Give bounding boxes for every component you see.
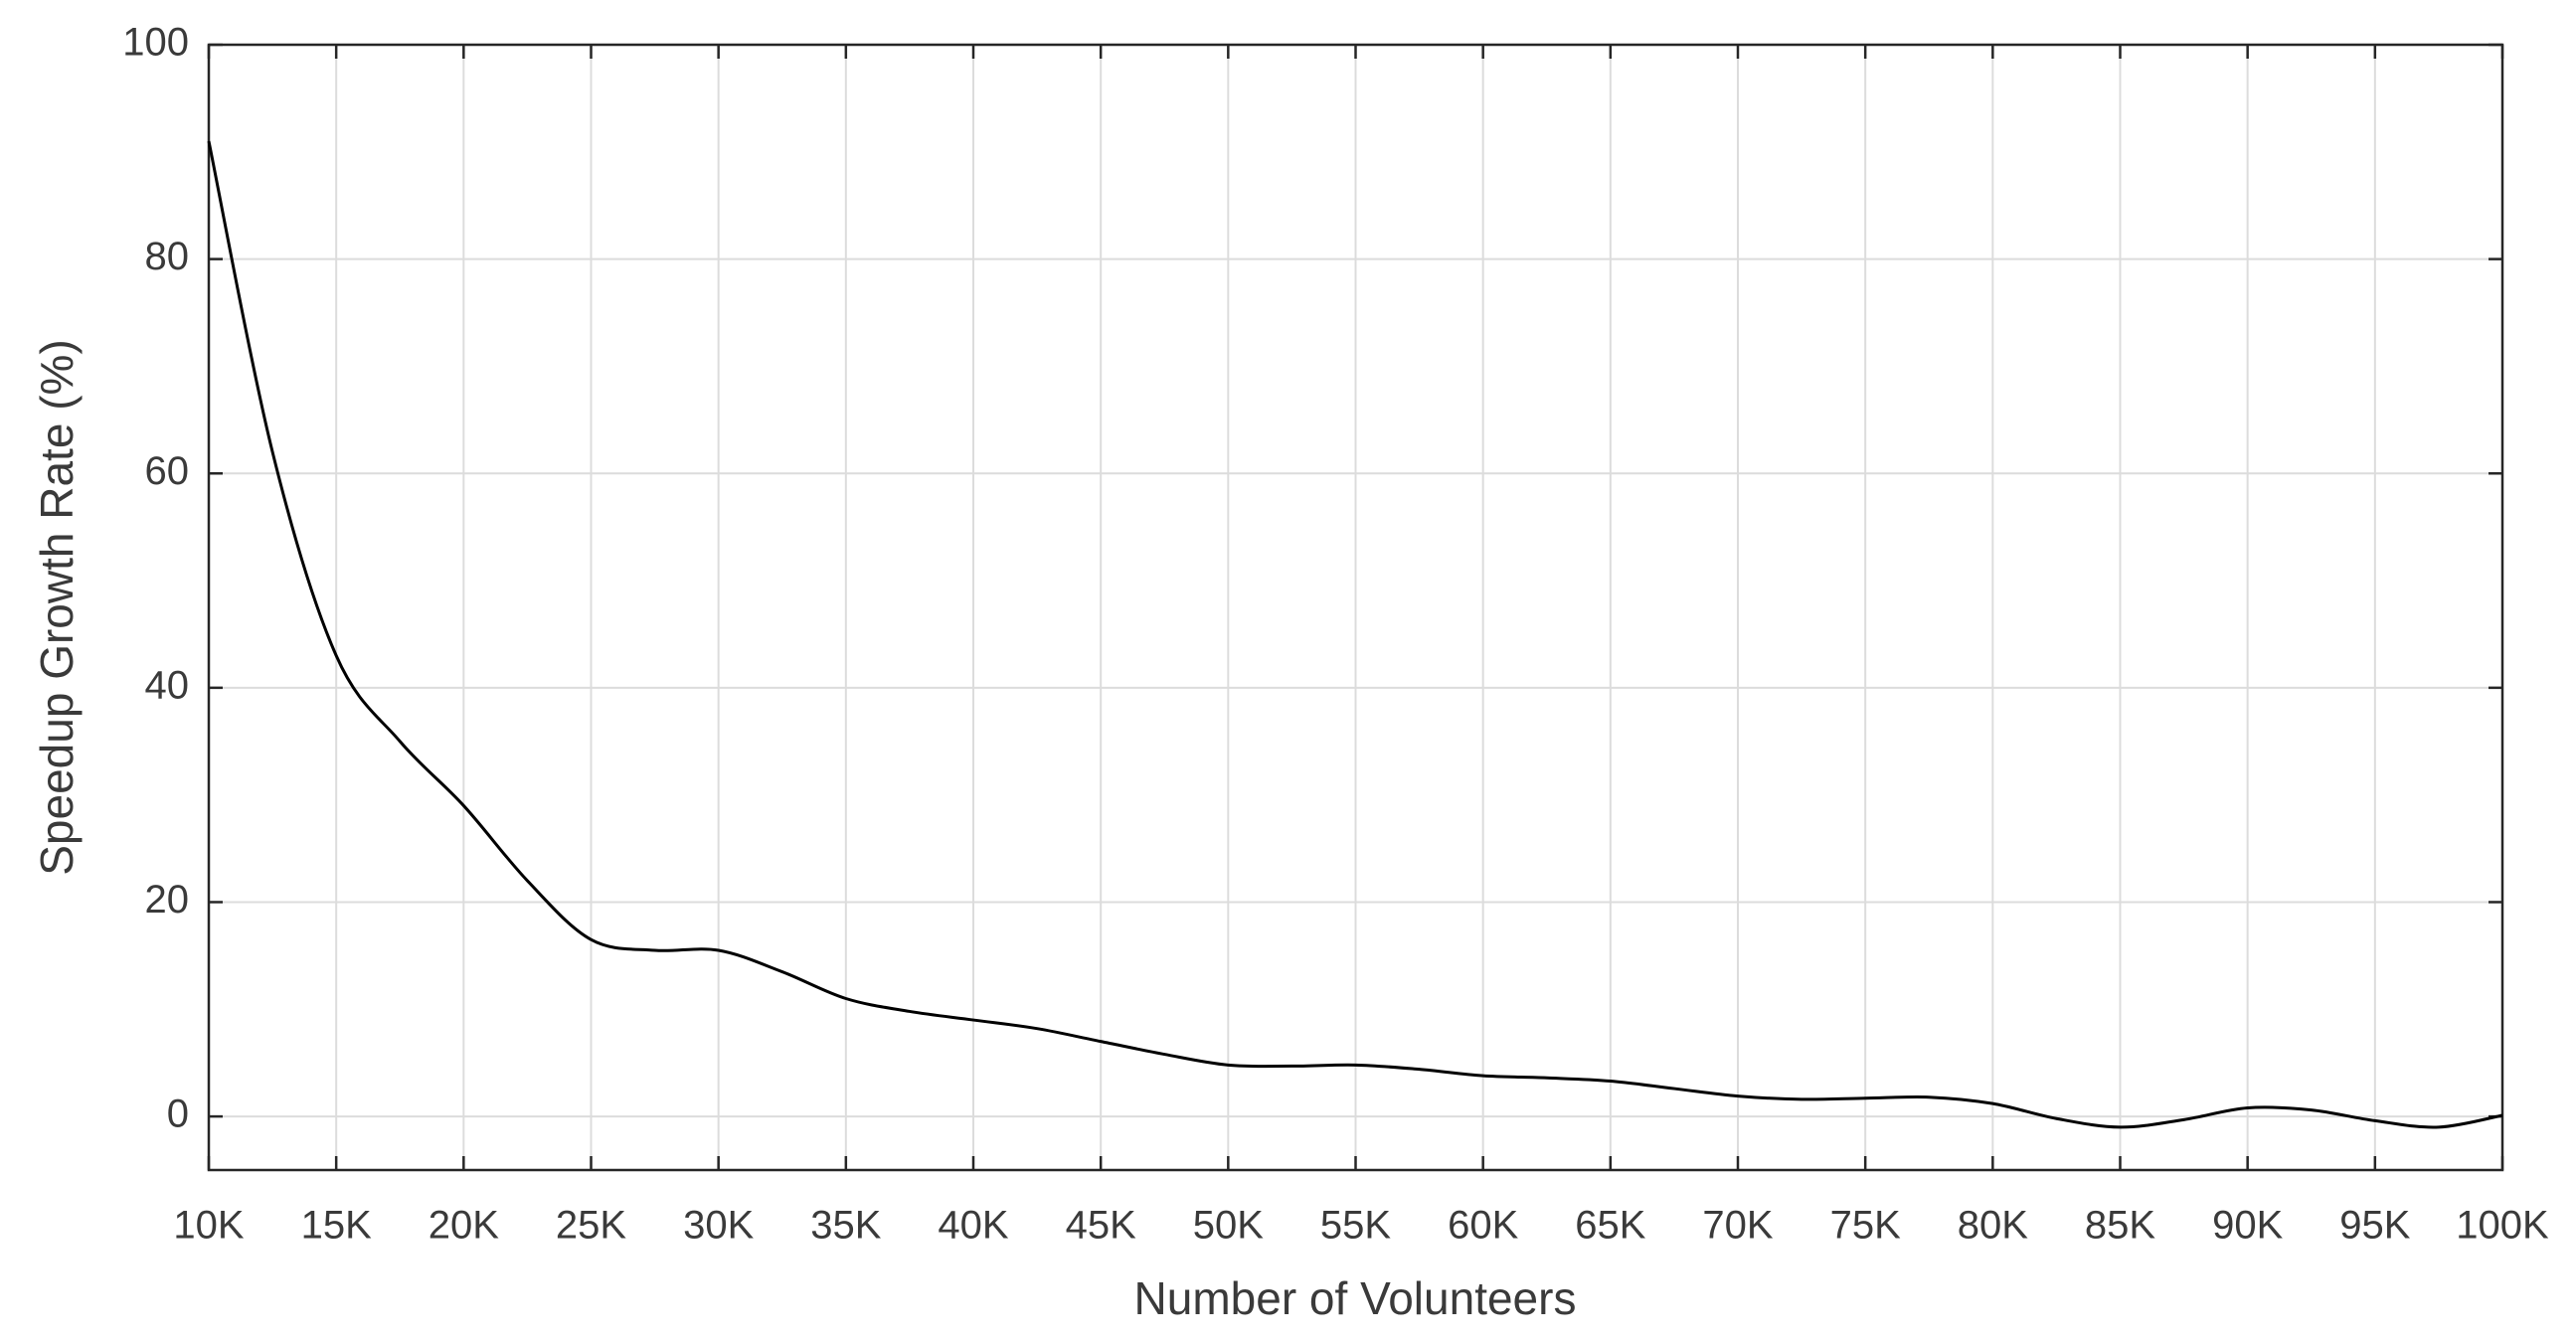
y-tick-label: 100 (122, 21, 189, 65)
plot-frame (207, 43, 2504, 1172)
x-tick-label: 85K (2085, 1204, 2155, 1248)
x-tick-label: 25K (556, 1204, 626, 1248)
x-tick-label: 50K (1193, 1204, 1264, 1248)
data-line (207, 140, 2503, 1129)
y-tick-label: 40 (145, 663, 190, 707)
y-tick-label: 60 (145, 449, 190, 493)
x-tick-label: 70K (1702, 1204, 1773, 1248)
x-tick-label: 100K (2456, 1204, 2549, 1248)
x-tick-label: 75K (1830, 1204, 1901, 1248)
x-tick-label: 40K (938, 1204, 1008, 1248)
x-axis-label: Number of Volunteers (1134, 1272, 1577, 1324)
x-tick-label: 15K (301, 1204, 372, 1248)
y-tick-label: 0 (167, 1092, 189, 1136)
x-tick-label: 45K (1066, 1204, 1136, 1248)
x-tick-label: 55K (1320, 1204, 1391, 1248)
x-tick-label: 10K (173, 1204, 244, 1248)
y-tick-label: 20 (145, 878, 190, 922)
x-tick-label: 35K (810, 1204, 881, 1248)
x-tick-label: 95K (2339, 1204, 2410, 1248)
x-tick-label: 80K (1958, 1204, 2028, 1248)
x-tick-label: 90K (2212, 1204, 2283, 1248)
x-tick-label: 30K (683, 1204, 754, 1248)
y-tick-label: 80 (145, 235, 190, 278)
x-tick-label: 60K (1448, 1204, 1518, 1248)
x-tick-label: 20K (429, 1204, 499, 1248)
y-axis-label: Speedup Growth Rate (%) (31, 339, 83, 876)
x-tick-label: 65K (1575, 1204, 1645, 1248)
